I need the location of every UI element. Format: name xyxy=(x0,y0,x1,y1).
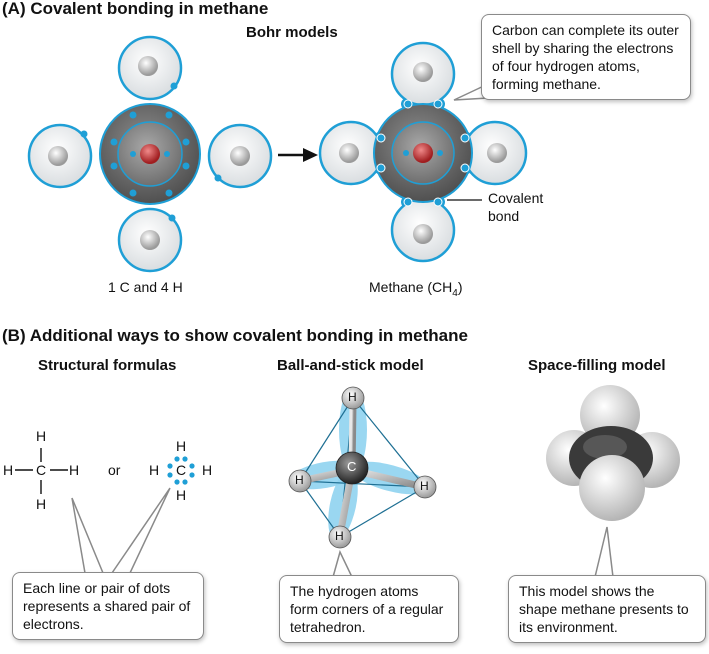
atom-h-right: H xyxy=(69,462,80,478)
covalent-bond-label: Covalent bond xyxy=(488,189,543,225)
callout-carbon-shell: Carbon can complete its outer shell by s… xyxy=(481,14,691,100)
section-a-title: (A) Covalent bonding in methane xyxy=(2,0,269,18)
callout-pointer xyxy=(594,526,614,578)
space-filling-title: Space-filling model xyxy=(528,357,666,374)
callout-text: The hydrogen atoms form corners of a reg… xyxy=(290,583,444,635)
ball-label-h-top: H xyxy=(348,390,357,404)
caption-methane-main: Methane (CH xyxy=(369,279,453,295)
callout-pointer xyxy=(332,549,354,578)
bohr-models-title: Bohr models xyxy=(246,24,338,41)
carbon-atom xyxy=(373,99,473,207)
atom-c-center: C xyxy=(36,462,47,478)
callout-tetrahedron: The hydrogen atoms form corners of a reg… xyxy=(279,575,459,643)
space-filling-model xyxy=(546,385,680,521)
carbon-atom xyxy=(99,103,201,205)
structural-formula-lines xyxy=(15,448,68,494)
atom-h-bottom: H xyxy=(36,496,47,512)
covalent-label-line1: Covalent xyxy=(488,190,544,206)
ball-label-c: C xyxy=(347,459,357,474)
lewis-h-top: H xyxy=(176,438,187,454)
hydrogen-atom xyxy=(27,123,93,189)
caption-methane: Methane (CH4) xyxy=(369,279,463,299)
reaction-arrow xyxy=(278,148,318,162)
callout-pointer xyxy=(110,487,171,574)
ball-label-h-left: H xyxy=(295,473,304,487)
callout-shared-pair: Each line or pair of dots represents a s… xyxy=(12,572,204,640)
lewis-dot-electrons xyxy=(167,456,195,485)
ball-label-h-right: H xyxy=(420,479,429,493)
section-b-title: (B) Additional ways to show covalent bon… xyxy=(2,326,468,345)
lewis-h-right: H xyxy=(202,462,213,478)
structural-formulas-title: Structural formulas xyxy=(38,357,177,374)
covalent-label-line2: bond xyxy=(488,208,520,224)
ball-and-stick-title: Ball-and-stick model xyxy=(277,357,424,374)
hydrogen-atom xyxy=(462,120,528,186)
hydrogen-atom xyxy=(117,207,183,273)
callout-text: Carbon can complete its outer shell by s… xyxy=(492,22,679,92)
atom-h-left: H xyxy=(3,462,14,478)
bohr-methane xyxy=(318,41,528,263)
callout-shape: This model shows the shape methane prese… xyxy=(508,575,706,643)
atom-h-top: H xyxy=(36,428,47,444)
caption-separate-atoms: 1 C and 4 H xyxy=(108,279,183,295)
hydrogen-atom xyxy=(207,123,273,189)
hydrogen-atom xyxy=(117,35,183,101)
caption-methane-end: ) xyxy=(457,279,463,295)
callout-text: This model shows the shape methane prese… xyxy=(519,583,689,635)
lewis-h-left: H xyxy=(149,462,160,478)
callout-pointer xyxy=(71,497,105,574)
lewis-h-bottom: H xyxy=(176,487,187,503)
caption-methane-subscript: 4 xyxy=(452,287,458,299)
hydrogen-atom xyxy=(390,197,456,263)
lewis-c-center: C xyxy=(176,462,187,478)
hydrogen-atom xyxy=(318,120,384,186)
callout-text: Each line or pair of dots represents a s… xyxy=(23,580,191,632)
bohr-separate-atoms xyxy=(27,35,273,273)
ball-and-stick-model xyxy=(288,386,437,549)
or-label: or xyxy=(108,462,121,478)
hydrogen-atom xyxy=(390,41,456,107)
ball-label-h-bottom: H xyxy=(335,529,344,543)
